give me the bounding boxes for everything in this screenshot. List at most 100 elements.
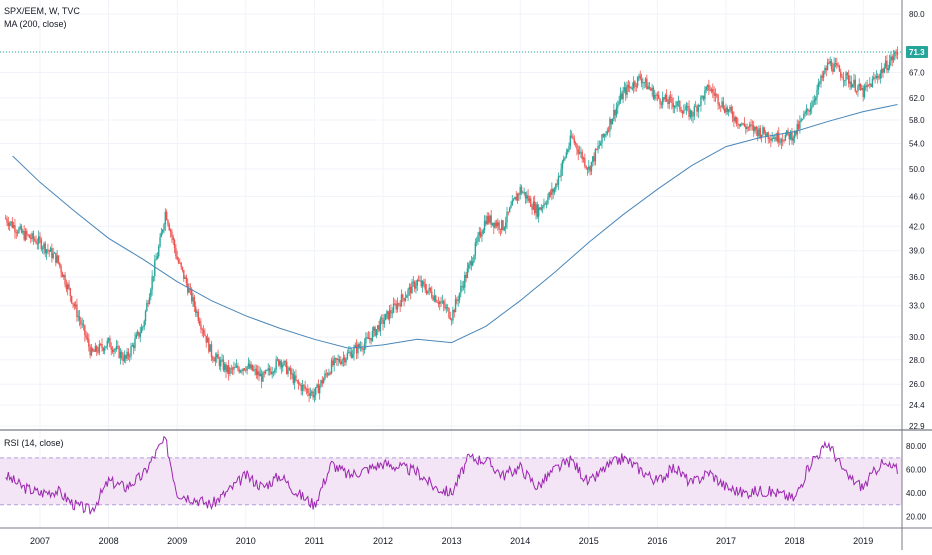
candle-body bbox=[205, 335, 207, 343]
candle-body bbox=[627, 84, 630, 88]
candle-body bbox=[72, 302, 74, 305]
candle-body bbox=[208, 337, 210, 352]
candle-body bbox=[614, 109, 616, 116]
candle-body bbox=[705, 86, 707, 91]
candle-body bbox=[485, 220, 487, 225]
candle-body bbox=[560, 169, 562, 177]
candle-body bbox=[729, 107, 731, 110]
candle-body bbox=[378, 325, 380, 332]
candle-body bbox=[358, 344, 360, 348]
ma-label[interactable]: MA (200, close) bbox=[4, 19, 67, 29]
candle-body bbox=[768, 138, 771, 140]
candle-body bbox=[416, 280, 418, 286]
candle-body bbox=[789, 131, 792, 140]
candle-body bbox=[887, 68, 889, 71]
candle-body bbox=[167, 220, 169, 225]
candle-body bbox=[610, 118, 612, 125]
candle-body bbox=[55, 252, 57, 263]
candle-body bbox=[783, 140, 785, 142]
candle-body bbox=[833, 63, 835, 72]
candle-body bbox=[421, 281, 424, 287]
candle-body bbox=[8, 223, 11, 226]
candle-body bbox=[528, 198, 531, 201]
candle-body bbox=[235, 365, 238, 368]
x-tick-label: 2013 bbox=[442, 536, 462, 546]
candle-body bbox=[216, 354, 218, 358]
candle-body bbox=[386, 311, 388, 314]
candle-body bbox=[272, 372, 275, 374]
symbol-label[interactable]: SPX/EEM, W, TVC bbox=[4, 6, 80, 16]
candle-body bbox=[524, 192, 527, 199]
candle-body bbox=[468, 264, 470, 269]
candle-body bbox=[85, 335, 87, 338]
candle-body bbox=[417, 280, 420, 281]
candle-body bbox=[390, 309, 392, 314]
candle-body bbox=[622, 90, 624, 100]
candle-body bbox=[15, 232, 17, 233]
candle-body bbox=[547, 197, 549, 204]
candle-body bbox=[585, 166, 587, 168]
candle-body bbox=[820, 75, 822, 84]
candle-body bbox=[891, 56, 893, 61]
candle-body bbox=[165, 211, 168, 221]
candle-body bbox=[134, 338, 136, 349]
candle-body bbox=[220, 360, 222, 367]
candle-body bbox=[180, 262, 182, 267]
candle-body bbox=[321, 380, 324, 384]
tick-labels: 80.0 67.0 62.0 58.0 54.0 50.0 46.0 42.0 39.0 36.0… bbox=[30, 10, 928, 546]
candle-body bbox=[671, 97, 673, 104]
candle-body bbox=[161, 229, 164, 233]
candle-body bbox=[18, 228, 20, 233]
candle-body bbox=[710, 89, 713, 91]
candle-body bbox=[491, 222, 494, 225]
candle-body bbox=[504, 222, 507, 228]
candle-body bbox=[330, 360, 333, 374]
candle-body bbox=[464, 275, 466, 288]
candle-body bbox=[453, 310, 455, 313]
candle-body bbox=[51, 248, 53, 258]
candle-body bbox=[365, 337, 367, 344]
candle-body bbox=[419, 280, 421, 282]
candle-body bbox=[607, 130, 610, 132]
candle-body bbox=[130, 346, 132, 357]
candle-body bbox=[249, 363, 251, 369]
candle-body bbox=[68, 284, 70, 289]
candle-body bbox=[553, 189, 556, 193]
candle-body bbox=[857, 86, 859, 92]
rsi-label[interactable]: RSI (14, close) bbox=[4, 438, 64, 448]
candle-body bbox=[344, 357, 346, 363]
candle-body bbox=[14, 224, 16, 233]
candle-body bbox=[34, 239, 36, 241]
candle-body bbox=[233, 367, 235, 370]
candle-body bbox=[846, 72, 849, 76]
candle-body bbox=[78, 316, 81, 321]
candle-body bbox=[882, 69, 884, 73]
rsi-legend: RSI (14, close) bbox=[4, 437, 64, 450]
candle-body bbox=[714, 94, 717, 96]
candle-body bbox=[494, 222, 496, 228]
candle-body bbox=[884, 60, 887, 68]
candle-body bbox=[507, 211, 510, 213]
candle-body bbox=[775, 137, 777, 141]
candle-body bbox=[212, 357, 214, 360]
candle-body bbox=[532, 201, 535, 210]
candle-body bbox=[716, 94, 718, 96]
candle-body bbox=[539, 207, 541, 210]
candle-body bbox=[764, 133, 767, 137]
candle-body bbox=[47, 249, 49, 251]
candle-body bbox=[151, 276, 153, 290]
candle-body bbox=[756, 129, 759, 136]
candle-body bbox=[202, 330, 205, 334]
candle-body bbox=[493, 222, 495, 228]
candle-body bbox=[197, 311, 200, 321]
candle-body bbox=[702, 95, 705, 100]
candle-body bbox=[842, 77, 845, 81]
candle-body bbox=[615, 107, 618, 116]
candle-body bbox=[221, 359, 223, 361]
candle-body bbox=[803, 114, 805, 119]
candle-body bbox=[844, 80, 846, 82]
candle-body bbox=[656, 94, 659, 96]
candle-body bbox=[173, 240, 176, 249]
candle-body bbox=[635, 86, 637, 87]
candle-body bbox=[793, 130, 796, 139]
